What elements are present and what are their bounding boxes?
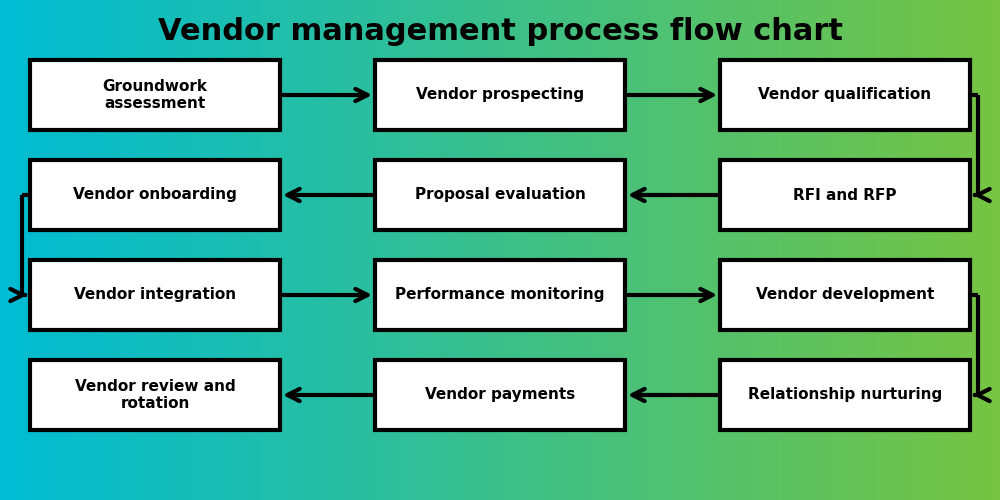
Bar — [375, 160, 625, 230]
Text: Groundwork
assessment: Groundwork assessment — [103, 79, 208, 111]
Bar — [30, 360, 280, 430]
Text: Vendor payments: Vendor payments — [425, 388, 575, 402]
Bar — [30, 60, 280, 130]
Text: Vendor integration: Vendor integration — [74, 288, 236, 302]
Bar — [30, 260, 280, 330]
Text: Vendor management process flow chart: Vendor management process flow chart — [158, 18, 842, 46]
Text: Relationship nurturing: Relationship nurturing — [748, 388, 942, 402]
Bar — [720, 360, 970, 430]
Bar — [375, 60, 625, 130]
Bar — [720, 60, 970, 130]
Text: Vendor onboarding: Vendor onboarding — [73, 188, 237, 202]
Text: Vendor qualification: Vendor qualification — [758, 88, 932, 102]
Bar — [375, 260, 625, 330]
Text: Vendor development: Vendor development — [756, 288, 934, 302]
Text: Performance monitoring: Performance monitoring — [395, 288, 605, 302]
Bar — [30, 160, 280, 230]
Bar — [720, 260, 970, 330]
Text: Proposal evaluation: Proposal evaluation — [415, 188, 585, 202]
Bar — [375, 360, 625, 430]
Bar — [720, 160, 970, 230]
Text: RFI and RFP: RFI and RFP — [793, 188, 897, 202]
Text: Vendor prospecting: Vendor prospecting — [416, 88, 584, 102]
Text: Vendor review and
rotation: Vendor review and rotation — [75, 379, 235, 411]
